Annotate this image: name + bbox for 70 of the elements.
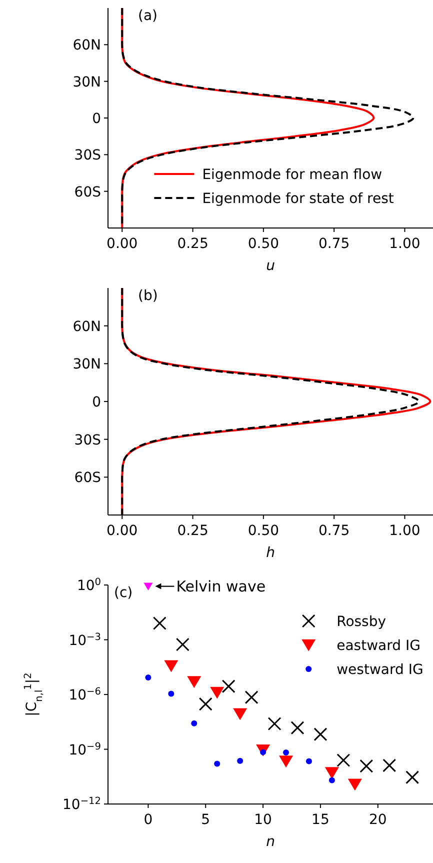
x-tick-label: 5 (201, 812, 210, 828)
point (314, 728, 328, 742)
point (406, 770, 420, 784)
x-axis-title: h (266, 545, 275, 561)
x-tick-label: 0.00 (106, 236, 138, 252)
point (283, 750, 290, 756)
y-tick-label: 0 (92, 111, 101, 127)
point (382, 758, 396, 772)
point (152, 616, 166, 630)
point (306, 758, 312, 764)
y-tick-label: 10$^{−3}$ (68, 631, 101, 649)
point (176, 638, 190, 652)
legend-label: Eigenmode for state of rest (202, 191, 394, 207)
x-tick-label: 0.25 (177, 236, 208, 252)
point (244, 690, 258, 704)
annotation: (a) (138, 8, 158, 24)
legend-label: Rossby (336, 614, 386, 630)
annotation: (b) (138, 288, 158, 304)
x-tick-label: 10 (254, 812, 272, 828)
annotation: (c) (114, 585, 133, 601)
x-tick-label: 0.75 (318, 236, 350, 252)
y-tick-label: 0 (92, 394, 101, 410)
point (279, 756, 294, 768)
point (164, 660, 178, 672)
point (268, 716, 282, 730)
point (168, 690, 174, 697)
y-tick-label: 30S (74, 148, 102, 164)
y-tick-label: 60S (74, 184, 102, 200)
x-tick-label: 0.50 (248, 523, 280, 539)
x-tick-label: 15 (312, 812, 330, 828)
point (222, 680, 236, 694)
x-tick-label: 0.75 (318, 523, 350, 539)
x-tick-label: 0.50 (248, 236, 280, 252)
x-tick-label: 1.00 (389, 236, 420, 252)
legend-label: eastward IG (336, 638, 420, 654)
annotation: Kelvin wave (176, 577, 266, 596)
point (144, 582, 153, 590)
legend-label: westward IG (336, 662, 424, 678)
point (328, 777, 335, 784)
point (191, 720, 198, 726)
point (145, 674, 152, 681)
point (336, 753, 350, 767)
y-tick-label: 10$^{−6}$ (68, 686, 101, 704)
x-tick-label: 0 (144, 812, 153, 828)
point (187, 676, 202, 688)
x-tick-label: 20 (368, 812, 387, 828)
x-axis-title: u (266, 258, 276, 274)
x-axis-title: n (266, 834, 275, 850)
point (233, 708, 248, 720)
point (348, 778, 362, 791)
y-tick-label: 10$^{−12}$ (62, 796, 101, 813)
y-tick-label: 10$^{0}$ (76, 576, 101, 594)
y-tick-label: 30N (72, 74, 101, 90)
y-tick-label: 30S (74, 432, 102, 448)
y-tick-label: 10$^{−9}$ (68, 740, 101, 758)
y-tick-label: 60N (72, 318, 101, 335)
point (214, 760, 220, 767)
point (237, 758, 244, 764)
x-tick-label: 0.00 (106, 523, 138, 539)
point (290, 721, 304, 735)
y-tick-label: 60S (74, 470, 102, 486)
y-tick-label: 60N (72, 38, 101, 54)
point (360, 759, 374, 773)
y-tick-label: 30N (72, 356, 101, 373)
x-tick-label: 1.00 (389, 523, 420, 539)
x-tick-label: 0.25 (177, 523, 208, 539)
point (324, 767, 339, 779)
point (198, 697, 212, 711)
point (210, 686, 224, 699)
legend-label: Eigenmode for mean flow (202, 167, 382, 183)
